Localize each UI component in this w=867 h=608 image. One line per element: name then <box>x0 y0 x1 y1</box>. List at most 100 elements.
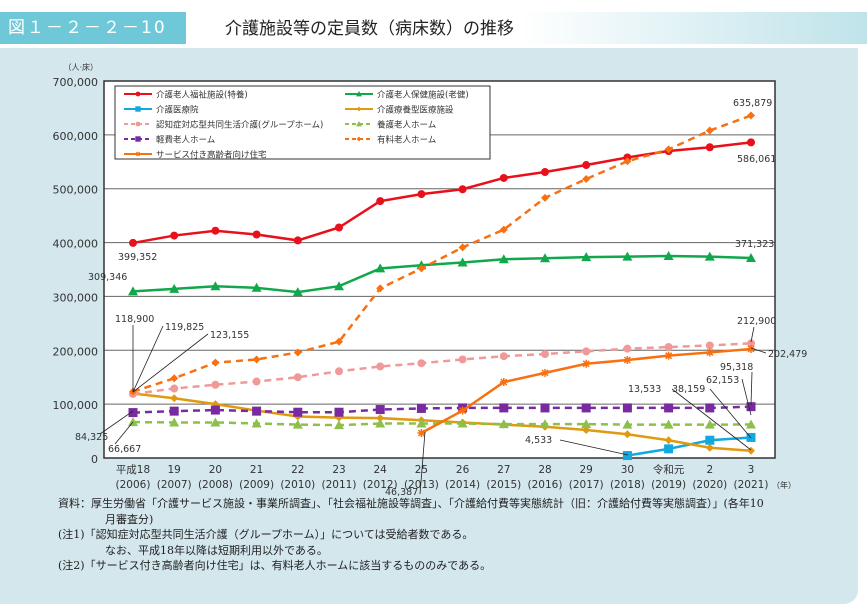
data-point <box>581 252 592 262</box>
data-label: 212,900 <box>737 316 776 327</box>
x-tick-year: (2011) <box>322 479 357 491</box>
data-point <box>541 350 549 359</box>
x-tick-label: 3 <box>748 464 755 476</box>
data-point <box>623 344 632 353</box>
page-title: 介護施設等の定員数（病床数）の推移 <box>225 19 514 39</box>
data-point <box>704 251 715 261</box>
data-point <box>211 380 220 389</box>
annotation-leader <box>709 388 752 439</box>
x-tick-year: (2018) <box>610 479 645 491</box>
data-point <box>705 403 715 413</box>
data-point <box>335 337 343 346</box>
data-point <box>664 145 673 154</box>
y-tick-label: 100,000 <box>53 399 99 412</box>
data-label: 66,667 <box>108 444 141 455</box>
annotation-leader <box>750 347 767 354</box>
data-point <box>540 403 550 413</box>
data-point <box>747 339 755 348</box>
notes: 資料：厚生労働省「介護サービス施設・事業所調査」、「社会福祉施設等調査」、「介護… <box>58 496 764 574</box>
data-point <box>375 405 385 415</box>
data-point <box>376 362 385 371</box>
x-tick-label: 26 <box>456 464 470 476</box>
data-label: 38,159 <box>672 384 705 395</box>
legend-label: サービス付き高齢者向け住宅 <box>156 150 267 161</box>
data-point <box>663 251 674 261</box>
data-point <box>705 435 715 445</box>
data-point <box>170 384 179 393</box>
annotation-leader <box>114 421 134 445</box>
data-point <box>746 402 756 412</box>
x-tick-year: (2019) <box>651 479 686 491</box>
x-tick-year: (2008) <box>198 479 233 491</box>
x-tick-year: (2012) <box>363 479 398 491</box>
data-point <box>169 406 179 416</box>
data-point <box>170 231 179 240</box>
data-point <box>417 429 426 438</box>
data-point <box>210 405 220 415</box>
data-point <box>135 151 141 157</box>
data-point <box>541 193 549 202</box>
annotation-leader <box>419 431 426 495</box>
data-point <box>293 407 303 417</box>
data-point <box>376 197 385 206</box>
x-tick-label: 平成18 <box>116 464 150 476</box>
data-point <box>135 136 141 142</box>
data-point <box>581 403 591 413</box>
data-point <box>252 406 262 416</box>
x-tick-year: (2014) <box>445 479 480 491</box>
x-tick-year: (2020) <box>692 479 727 491</box>
data-point <box>335 223 343 232</box>
y-tick-label: 200,000 <box>53 345 99 358</box>
data-point <box>746 419 756 429</box>
data-point <box>705 126 714 135</box>
data-point <box>664 403 674 413</box>
data-point <box>582 347 591 356</box>
x-tick-label: 19 <box>168 464 181 476</box>
data-point <box>135 91 141 97</box>
data-point <box>416 403 426 413</box>
data-point <box>417 359 426 368</box>
annotation-leader <box>132 325 164 393</box>
x-tick-year: (2006) <box>116 479 151 491</box>
data-label: 46,387 <box>385 487 418 498</box>
data-point <box>293 236 302 245</box>
data-point <box>705 443 714 452</box>
data-point <box>135 106 141 112</box>
data-point <box>622 419 633 429</box>
data-point <box>417 264 426 273</box>
data-point <box>582 161 591 170</box>
data-point <box>356 91 362 97</box>
x-tick-label: 24 <box>374 464 388 476</box>
data-label: 95,318 <box>720 362 753 373</box>
data-point <box>622 451 632 461</box>
legend-label: 介護療養型医療施設 <box>377 105 454 116</box>
data-point <box>499 403 509 413</box>
y-tick-label: 500,000 <box>53 184 99 197</box>
data-point <box>293 348 302 357</box>
x-tick-label: 令和元 <box>653 463 685 476</box>
annotation-leader <box>750 326 755 343</box>
data-label: 118,900 <box>115 314 154 325</box>
data-point <box>293 373 302 382</box>
data-point <box>705 341 714 350</box>
x-tick-year: (2015) <box>486 479 521 491</box>
data-label: 4,533 <box>525 435 552 446</box>
data-point <box>457 418 468 428</box>
data-point <box>540 419 550 429</box>
data-point <box>623 157 632 166</box>
data-point <box>334 407 344 417</box>
data-point <box>252 355 261 364</box>
data-point <box>747 344 755 353</box>
data-label: 84,325 <box>75 432 108 443</box>
series-line <box>132 342 752 396</box>
source-note: 資料：厚生労働省「介護サービス施設・事業所調査」、「社会福祉施設等調査」、「介護… <box>58 497 764 510</box>
data-point <box>664 343 673 352</box>
data-point <box>292 287 303 297</box>
data-point <box>376 414 385 423</box>
data-point <box>458 185 467 194</box>
data-point <box>210 281 221 291</box>
data-point <box>458 243 467 252</box>
figure-number: 図１－２－２－10 <box>0 12 186 44</box>
data-point <box>252 230 261 239</box>
data-label: 13,533 <box>628 384 661 395</box>
